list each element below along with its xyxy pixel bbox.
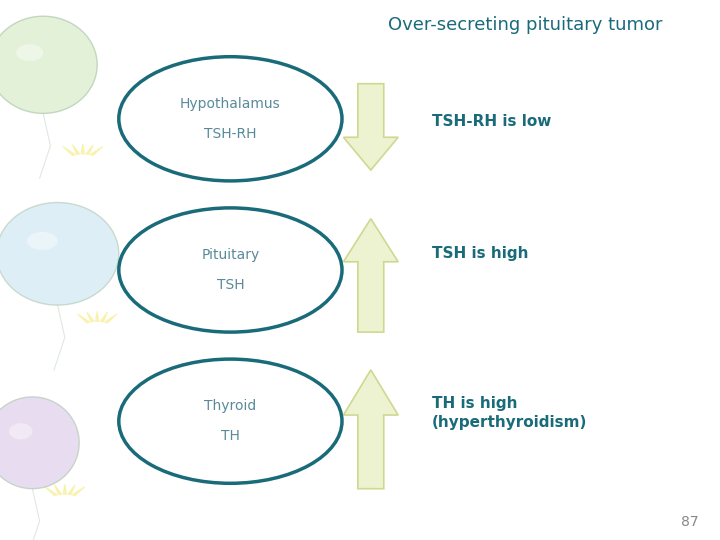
Polygon shape <box>96 312 99 321</box>
Ellipse shape <box>119 359 342 483</box>
Text: TSH is high: TSH is high <box>432 246 528 261</box>
Polygon shape <box>343 370 398 489</box>
Text: Hypothalamus: Hypothalamus <box>180 97 281 111</box>
Polygon shape <box>63 484 66 494</box>
Ellipse shape <box>16 44 43 61</box>
Ellipse shape <box>9 423 32 440</box>
Text: TSH-RH is low: TSH-RH is low <box>432 114 552 129</box>
Polygon shape <box>87 312 94 322</box>
Text: TH: TH <box>221 429 240 443</box>
Ellipse shape <box>119 208 342 332</box>
Polygon shape <box>86 145 93 154</box>
Text: TSH: TSH <box>217 278 244 292</box>
Polygon shape <box>343 84 398 170</box>
Ellipse shape <box>0 16 97 113</box>
Polygon shape <box>81 144 84 154</box>
Text: TH is high
(hyperthyroidism): TH is high (hyperthyroidism) <box>432 396 588 430</box>
Polygon shape <box>45 487 57 496</box>
Polygon shape <box>105 314 117 323</box>
Ellipse shape <box>27 232 58 250</box>
Ellipse shape <box>0 397 79 489</box>
Polygon shape <box>63 146 75 156</box>
Polygon shape <box>73 145 80 154</box>
Text: Thyroid: Thyroid <box>204 399 256 413</box>
Text: Pituitary: Pituitary <box>202 248 259 262</box>
Polygon shape <box>55 485 62 495</box>
Text: 87: 87 <box>681 515 698 529</box>
Ellipse shape <box>119 57 342 181</box>
Polygon shape <box>91 146 103 156</box>
Ellipse shape <box>0 202 119 305</box>
Polygon shape <box>78 314 89 323</box>
Text: TSH-RH: TSH-RH <box>204 127 256 141</box>
Polygon shape <box>100 312 107 322</box>
Polygon shape <box>73 487 85 496</box>
Text: Over-secreting pituitary tumor: Over-secreting pituitary tumor <box>388 16 663 34</box>
Polygon shape <box>343 219 398 332</box>
Polygon shape <box>68 485 75 495</box>
